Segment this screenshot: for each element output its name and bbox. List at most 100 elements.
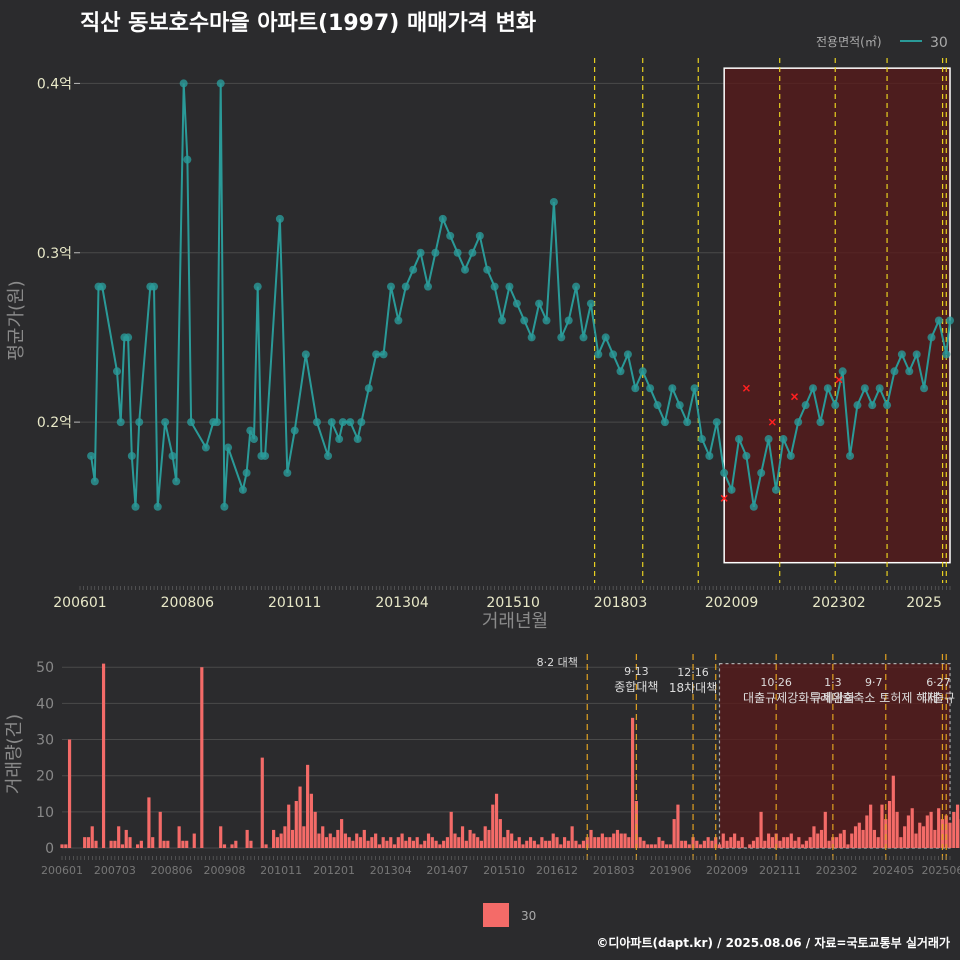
x-tick-label: 2025 — [906, 595, 942, 611]
footer-credit: ©디아파트(dapt.kr) / 2025.08.06 / 자료=국토교통부 실… — [596, 935, 950, 950]
policy-annotation: 특례대출축소 토허제 해제 — [809, 691, 938, 705]
volume-bar — [400, 833, 404, 848]
price-point — [668, 384, 677, 393]
price-point — [242, 468, 251, 477]
volume-bar — [192, 833, 196, 848]
price-point — [372, 350, 381, 359]
volume-bar — [411, 840, 416, 848]
policy-annotation: 대출규 — [922, 691, 955, 705]
volume-bar — [937, 808, 941, 848]
bar-y-tick-label: 50 — [36, 660, 54, 676]
volume-bar — [396, 837, 400, 848]
volume-bar — [619, 833, 623, 848]
volume-bar — [604, 837, 608, 848]
price-point — [324, 451, 333, 460]
volume-bar — [317, 833, 321, 848]
price-point — [124, 333, 133, 342]
volume-bar — [532, 840, 536, 848]
volume-bar — [578, 844, 582, 848]
volume-bar — [528, 837, 533, 848]
volume-bar — [64, 844, 68, 848]
volume-bar — [336, 829, 340, 848]
bar-x-tick-label: 201906 — [649, 864, 691, 877]
price-point — [549, 197, 558, 206]
volume-bar — [185, 840, 189, 848]
bar-y-tick-label: 40 — [36, 696, 54, 712]
policy-annotation: 1·3 — [824, 676, 842, 689]
highlight-region — [723, 67, 951, 564]
volume-bar — [850, 833, 854, 848]
volume-bar — [324, 837, 329, 848]
volume-bar — [687, 844, 691, 848]
price-point — [364, 384, 373, 393]
volume-bar — [166, 840, 170, 848]
volume-bar — [706, 837, 710, 848]
volume-bar — [177, 826, 181, 848]
bar-y-axis-title: 거래량(건) — [4, 714, 25, 794]
volume-bar — [321, 826, 325, 848]
price-point — [379, 350, 388, 359]
price-point — [579, 333, 588, 342]
volume-bar — [823, 811, 827, 848]
bar-legend-swatch — [483, 903, 509, 927]
price-point — [168, 451, 177, 460]
price-point — [946, 316, 954, 325]
volume-bar — [646, 844, 650, 848]
price-point — [905, 367, 914, 376]
volume-bar — [683, 840, 688, 848]
price-point — [116, 418, 125, 427]
volume-bar — [570, 826, 574, 848]
volume-bar — [513, 840, 518, 848]
policy-annotation: 대출규제강화 — [743, 691, 809, 705]
policy-annotation: 9·7 — [865, 676, 883, 689]
volume-bar — [827, 840, 831, 848]
price-point — [468, 248, 477, 257]
bar-x-tick-label: 201612 — [536, 864, 578, 877]
volume-bar — [838, 833, 843, 848]
price-point — [335, 435, 344, 444]
price-point — [594, 350, 603, 359]
price-point — [424, 282, 432, 291]
price-point — [868, 401, 877, 410]
price-point — [535, 299, 544, 308]
volume-bar — [948, 822, 952, 848]
volume-bar — [245, 829, 249, 848]
volume-bar — [906, 815, 911, 848]
x-tick-label: 201011 — [268, 595, 321, 611]
price-point — [401, 282, 410, 291]
price-point — [261, 451, 270, 460]
policy-annotation: 규제완화 — [811, 691, 855, 705]
volume-bar — [653, 844, 657, 848]
volume-bar — [853, 826, 858, 848]
volume-bar — [857, 822, 861, 848]
volume-bar — [385, 840, 389, 848]
volume-bar — [804, 840, 808, 848]
volume-bar — [135, 844, 140, 848]
volume-bar — [729, 837, 733, 848]
volume-bar — [506, 829, 510, 848]
volume-bar — [332, 837, 336, 848]
volume-bar — [676, 804, 680, 848]
price-point — [564, 316, 573, 325]
bar-y-tick-label: 10 — [36, 805, 54, 821]
volume-bar — [343, 833, 347, 848]
volume-bar — [494, 793, 499, 848]
volume-bar — [426, 833, 431, 848]
volume-bar — [302, 826, 306, 848]
volume-bar — [751, 840, 756, 848]
volume-bar — [816, 833, 820, 848]
price-point — [631, 384, 640, 393]
x-tick-label: 201803 — [594, 595, 647, 611]
policy-annotation: 9·13 — [624, 665, 649, 678]
volume-bar — [551, 833, 555, 848]
price-point — [179, 79, 188, 88]
volume-bar — [763, 840, 767, 848]
volume-bar — [819, 829, 824, 848]
price-point — [720, 468, 729, 477]
volume-bar — [612, 833, 616, 848]
bar-x-tick-label: 202405 — [872, 864, 914, 877]
volume-bar — [846, 844, 850, 848]
price-point — [883, 401, 892, 410]
price-point — [779, 435, 788, 444]
volume-bar — [608, 837, 612, 848]
